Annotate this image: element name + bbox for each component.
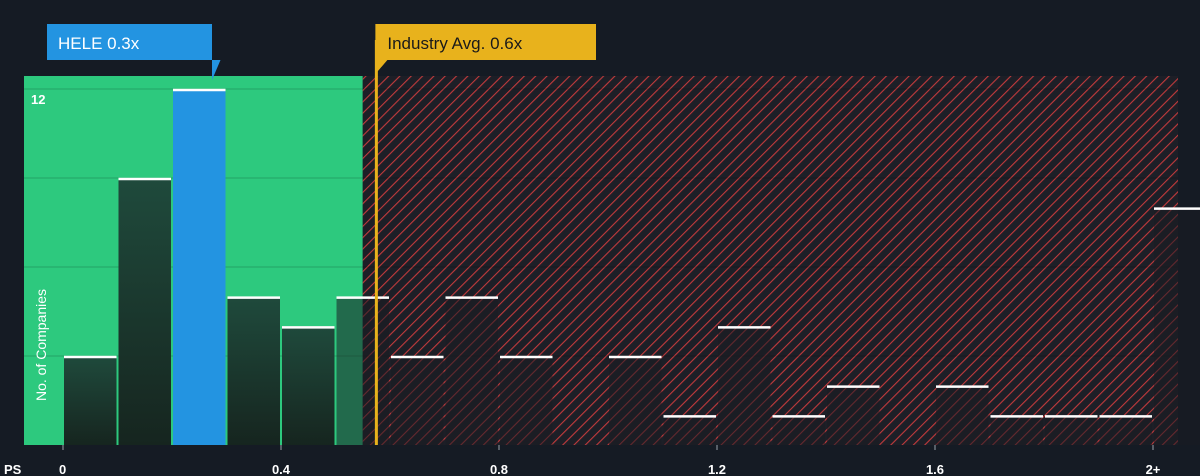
bar-4 — [282, 326, 335, 445]
bar-7 — [445, 296, 498, 445]
highlight-callout-box — [47, 24, 221, 80]
x-tick-2: 0.8 — [490, 462, 508, 476]
bar-10 — [609, 356, 662, 445]
bar-17 — [990, 415, 1043, 445]
y-axis-label: No. of Companies — [33, 289, 49, 401]
industry-avg-callout-box — [375, 24, 596, 74]
bars — [64, 88, 1200, 445]
x-tick-1: 0.4 — [272, 462, 291, 476]
bar-16 — [936, 385, 989, 445]
bar-18 — [1045, 415, 1098, 445]
bar-5 — [336, 296, 389, 445]
axis-ticks: 0 0.4 0.8 1.2 1.6 2+ — [59, 445, 1161, 476]
x-tick-3: 1.2 — [708, 462, 726, 476]
bar-2 — [173, 89, 226, 445]
bar-14 — [827, 385, 880, 445]
bar-13 — [772, 415, 825, 445]
x-tick-4: 1.6 — [926, 462, 944, 476]
highlight-callout: HELE 0.3x — [47, 24, 221, 80]
bar-19 — [1099, 415, 1152, 445]
industry-avg-callout: Industry Avg. 0.6x — [375, 24, 596, 74]
x-axis-label: PS — [4, 462, 22, 476]
highlight-callout-label: HELE 0.3x — [58, 34, 140, 53]
x-tick-0: 0 — [59, 462, 66, 476]
bar-20 — [1154, 207, 1200, 445]
bar-8 — [500, 356, 553, 445]
bar-1 — [118, 178, 171, 445]
bar-0 — [64, 356, 117, 445]
bar-3 — [227, 296, 280, 445]
industry-avg-callout-label: Industry Avg. 0.6x — [387, 34, 522, 53]
bar-6 — [391, 356, 444, 445]
bar-12 — [718, 326, 771, 445]
bar-11 — [663, 415, 716, 445]
x-tick-5: 2+ — [1146, 462, 1161, 476]
y-tick-12: 12 — [31, 92, 45, 107]
